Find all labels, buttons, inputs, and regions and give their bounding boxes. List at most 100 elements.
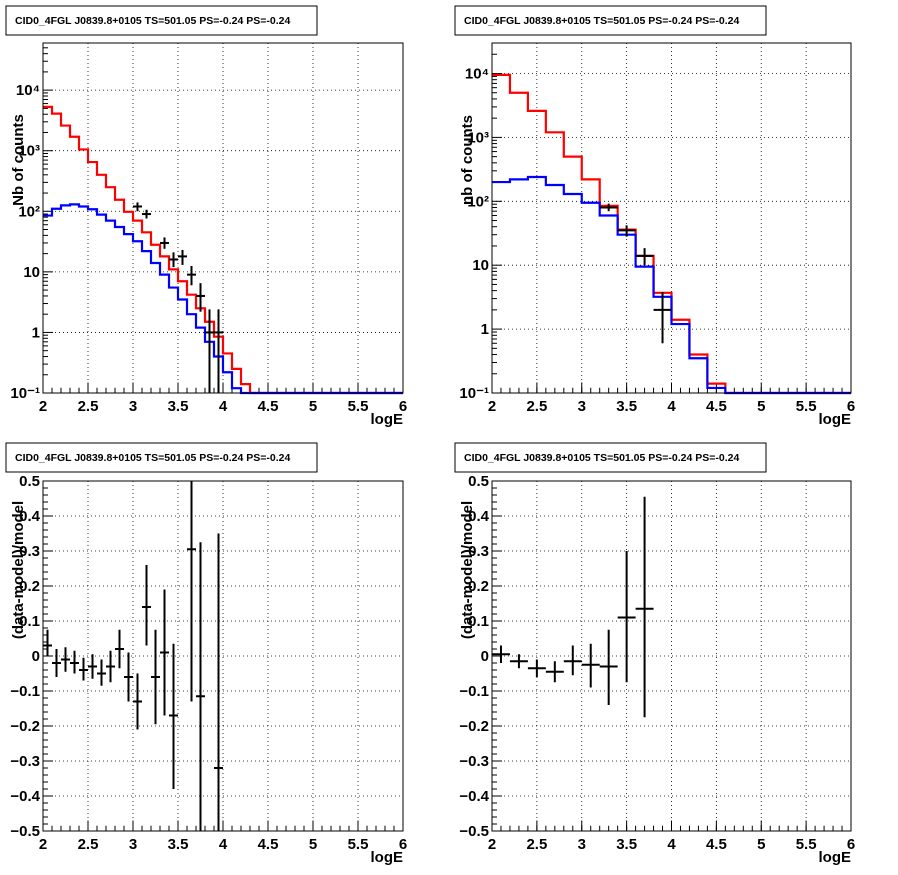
y-tick-label: 0 (32, 648, 40, 665)
residual-panel-fine: CID0_4FGL J0839.8+0105 TS=501.05 PS=-0.2… (5, 442, 407, 866)
x-tick-label: 4 (219, 398, 228, 415)
panel-title-box (454, 442, 767, 473)
x-tick-label: 3 (129, 836, 137, 853)
y-tick-label: −0.1 (459, 683, 489, 700)
y-tick-label: 10⁻¹ (10, 385, 40, 402)
panel-title: CID0_4FGL J0839.8+0105 TS=501.05 PS=-0.2… (464, 15, 739, 27)
x-tick-label: 3.5 (168, 836, 189, 853)
y-tick-label: 0.3 (468, 543, 489, 560)
x-tick-label: 2 (39, 836, 47, 853)
y-tick-label: 0.2 (19, 578, 40, 595)
y-tick-label: −0.5 (10, 823, 40, 840)
x-axis-label: logE (371, 849, 404, 866)
x-tick-label: 2 (488, 398, 496, 415)
x-tick-label: 4.5 (706, 836, 727, 853)
x-tick-label: 5 (757, 836, 765, 853)
plot-frame (42, 480, 404, 832)
panel-title: CID0_4FGL J0839.8+0105 TS=501.05 PS=-0.2… (464, 452, 739, 464)
y-axis-label: nb of counts (459, 115, 476, 205)
x-tick-label: 6 (399, 398, 407, 415)
x-tick-label: 2.5 (526, 398, 547, 415)
y-tick-label: 10⁴ (465, 65, 489, 82)
y-axis-label: Nb of counts (10, 114, 27, 206)
plot-frame (491, 480, 852, 832)
y-tick-label: 10³ (18, 143, 40, 160)
x-tick-label: 3.5 (168, 398, 189, 415)
x-tick-label: 6 (847, 398, 855, 415)
panel-title-box (5, 442, 318, 473)
x-tick-label: 4.5 (258, 836, 279, 853)
plot-area (492, 481, 851, 831)
y-tick-label: −0.2 (459, 718, 489, 735)
y-tick-label: 0.1 (468, 613, 489, 630)
y-tick-label: 1 (481, 321, 489, 338)
grid (43, 43, 403, 393)
counts-panel-coarse: CID0_4FGL J0839.8+0105 TS=501.05 PS=-0.2… (454, 5, 855, 428)
panel-title-box (454, 5, 767, 36)
x-tick-label: 4.5 (258, 398, 279, 415)
x-tick-label: 2.5 (78, 398, 99, 415)
y-tick-label: −0.1 (10, 683, 40, 700)
x-tick-label: 3 (578, 836, 586, 853)
plot-area (492, 43, 851, 393)
y-tick-label: 0.4 (19, 508, 41, 525)
y-tick-label: −0.3 (10, 753, 40, 770)
y-axis-label: (data-model)/model (10, 501, 27, 639)
y-axis-label: (data-model)/model (459, 501, 476, 639)
x-axis-label: logE (371, 411, 404, 428)
y-tick-label: −0.5 (459, 823, 489, 840)
x-tick-label: 4 (667, 398, 676, 415)
plot-frame (491, 42, 852, 394)
y-tick-label: 0.1 (19, 613, 40, 630)
x-tick-label: 2.5 (526, 836, 547, 853)
y-tick-label: −0.4 (10, 788, 40, 805)
x-tick-label: 5 (757, 398, 765, 415)
y-tick-label: −0.2 (10, 718, 40, 735)
y-tick-label: 1 (32, 324, 40, 341)
x-tick-label: 3 (129, 398, 137, 415)
y-tick-label: 10³ (467, 129, 489, 146)
y-tick-label: −0.3 (459, 753, 489, 770)
x-tick-label: 5.5 (348, 836, 369, 853)
x-tick-label: 5.5 (348, 398, 369, 415)
y-tick-label: 10² (467, 193, 489, 210)
x-tick-label: 4.5 (706, 398, 727, 415)
x-tick-label: 4 (219, 836, 228, 853)
y-tick-label: 0.2 (468, 578, 489, 595)
plot-area (43, 43, 403, 393)
y-tick-label: 0.4 (468, 508, 490, 525)
panel-title-box (5, 5, 318, 36)
x-tick-label: 4 (667, 836, 676, 853)
counts-panel-fine: CID0_4FGL J0839.8+0105 TS=501.05 PS=-0.2… (5, 5, 407, 428)
x-tick-label: 2 (488, 836, 496, 853)
x-tick-label: 3.5 (616, 836, 637, 853)
y-tick-label: 10² (18, 203, 40, 220)
y-tick-label: 0.5 (19, 473, 40, 490)
x-tick-label: 3.5 (616, 398, 637, 415)
x-tick-label: 2 (39, 398, 47, 415)
x-axis-label: logE (819, 411, 852, 428)
x-tick-label: 5.5 (796, 836, 817, 853)
residual-panel-coarse: CID0_4FGL J0839.8+0105 TS=501.05 PS=-0.2… (454, 442, 855, 866)
y-tick-label: 0.3 (19, 543, 40, 560)
grid (43, 481, 403, 831)
y-tick-label: 10 (472, 257, 489, 274)
x-tick-label: 6 (847, 836, 855, 853)
y-tick-label: −0.4 (459, 788, 489, 805)
y-tick-label: 0.5 (468, 473, 489, 490)
x-axis-label: logE (819, 849, 852, 866)
x-tick-label: 5.5 (796, 398, 817, 415)
panel-title: CID0_4FGL J0839.8+0105 TS=501.05 PS=-0.2… (15, 452, 290, 464)
x-tick-label: 3 (578, 398, 586, 415)
panel-title: CID0_4FGL J0839.8+0105 TS=501.05 PS=-0.2… (15, 15, 290, 27)
plot-frame (42, 42, 404, 394)
x-tick-label: 2.5 (78, 836, 99, 853)
y-tick-label: 10⁴ (16, 82, 40, 99)
y-tick-label: 10 (23, 264, 40, 281)
x-tick-label: 6 (399, 836, 407, 853)
x-tick-label: 5 (309, 836, 317, 853)
x-tick-label: 5 (309, 398, 317, 415)
y-tick-label: 10⁻¹ (459, 385, 489, 402)
y-tick-label: 0 (481, 648, 489, 665)
